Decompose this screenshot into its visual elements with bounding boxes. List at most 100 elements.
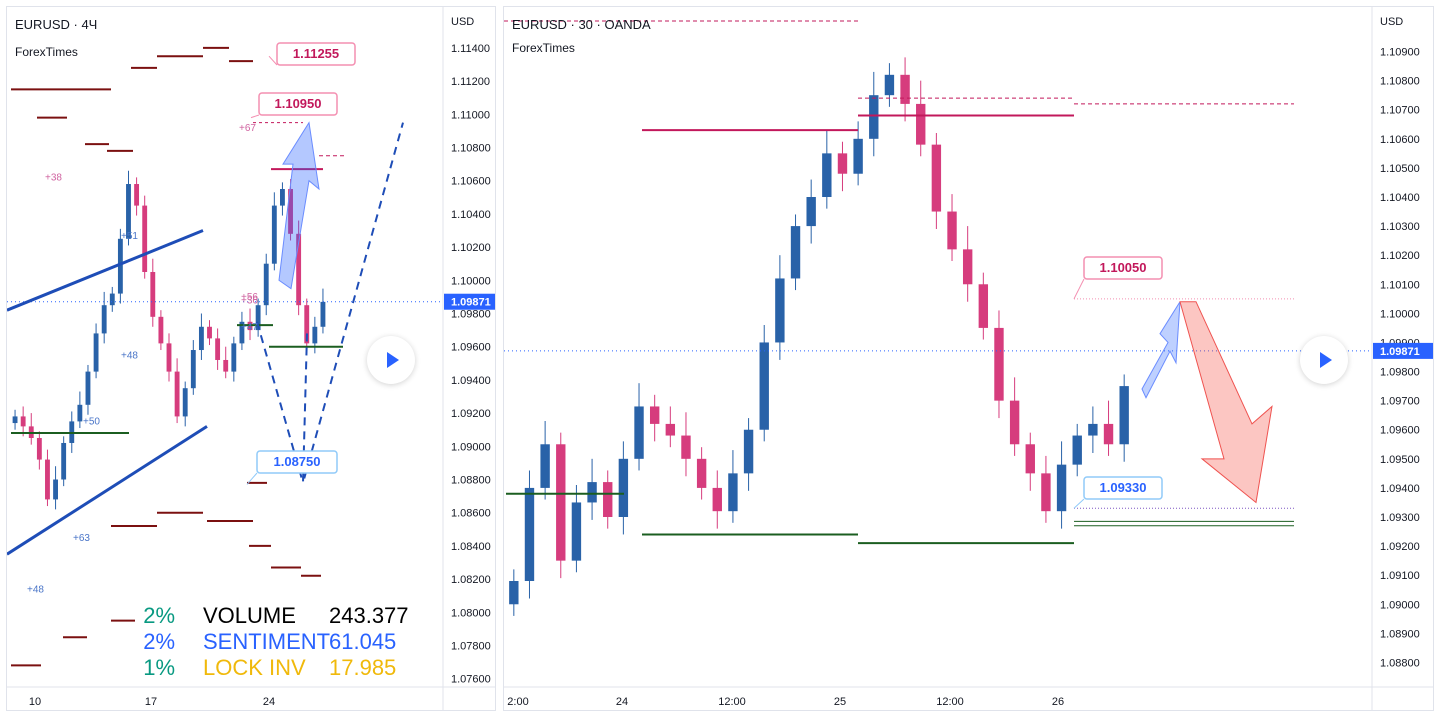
candle-body bbox=[101, 305, 107, 334]
chart-canvas-30m[interactable]: USD 1.10900 1.10800 1.10700 1.10600 1.10500 1.… bbox=[504, 7, 1434, 711]
price-tick-label: 1.08000 bbox=[451, 607, 491, 619]
callout-pointer bbox=[250, 114, 260, 119]
callout-price-box bbox=[1083, 256, 1163, 280]
candle-body bbox=[280, 189, 285, 206]
lower-trendline bbox=[7, 425, 208, 556]
candle-body bbox=[743, 429, 754, 474]
candle-body bbox=[1119, 386, 1129, 445]
play-button[interactable] bbox=[367, 336, 415, 384]
candle-body bbox=[524, 487, 535, 581]
price-tick-label: 1.09300 bbox=[1380, 512, 1420, 524]
callout-price-box bbox=[258, 92, 338, 116]
candle-body bbox=[1009, 400, 1020, 445]
price-tick-label: 1.09200 bbox=[1380, 541, 1420, 553]
candle-body bbox=[618, 458, 629, 517]
callout-price-box bbox=[276, 42, 356, 66]
symbol-title: EURUSD · 4Ч bbox=[15, 17, 98, 32]
price-tick-label: 1.10400 bbox=[1380, 192, 1420, 204]
candle-body bbox=[900, 74, 910, 104]
candle-body bbox=[190, 350, 196, 389]
play-icon bbox=[387, 352, 399, 368]
candle-body bbox=[759, 342, 769, 430]
candle-body bbox=[775, 278, 785, 343]
candle-body bbox=[696, 458, 707, 488]
small-level-label: +56 bbox=[241, 292, 258, 303]
price-tick-label: 1.10800 bbox=[1380, 76, 1420, 88]
price-tick-label: 1.08800 bbox=[451, 475, 491, 487]
time-tick-label: 25 bbox=[834, 696, 846, 708]
candle-body bbox=[790, 226, 801, 279]
candle-body bbox=[126, 184, 131, 239]
candle-body bbox=[509, 581, 519, 605]
time-tick-label: 2:00 bbox=[507, 696, 528, 708]
stat-volume-name: VOLUME bbox=[203, 603, 296, 628]
chart-canvas-4h[interactable]: USD 1.11400 1.11200 1.11000 1.10800 1.10600 1.… bbox=[7, 7, 496, 711]
stat-lock-inv-value: 17.985 bbox=[329, 655, 397, 680]
candle-body bbox=[271, 205, 277, 264]
candle-body bbox=[916, 103, 926, 145]
candle-body bbox=[231, 343, 237, 372]
candle-body bbox=[93, 333, 99, 372]
candle-body bbox=[61, 442, 67, 480]
last-price-badge bbox=[444, 293, 495, 310]
candle-body bbox=[134, 184, 140, 206]
time-tick-label: 17 bbox=[145, 696, 157, 708]
small-level-label: +36 bbox=[241, 296, 258, 307]
stat-sentiment-name: SENTIMENT bbox=[203, 629, 331, 654]
time-tick-label: 24 bbox=[263, 696, 275, 708]
candle-body bbox=[182, 388, 188, 417]
candle-body bbox=[36, 438, 42, 460]
callout-price: 1.08750 bbox=[274, 454, 321, 469]
price-tick-label: 1.11200 bbox=[451, 76, 490, 88]
callout-pointer bbox=[1073, 278, 1085, 300]
price-tick-label: 1.09200 bbox=[451, 408, 491, 420]
callout-price-box bbox=[256, 450, 338, 474]
candle-body bbox=[931, 144, 942, 212]
price-axis-unit: USD bbox=[1380, 16, 1403, 28]
chart-pane-30m[interactable]: USD 1.10900 1.10800 1.10700 1.10600 1.10500 1.… bbox=[503, 6, 1434, 711]
candle-body bbox=[166, 343, 172, 372]
projection-path bbox=[302, 122, 404, 484]
price-tick-label: 1.09400 bbox=[1380, 483, 1420, 495]
candle-body bbox=[962, 249, 973, 285]
candle-body bbox=[117, 238, 123, 294]
source-label: ForexTimes bbox=[15, 45, 78, 59]
candle-body bbox=[1072, 435, 1082, 465]
play-icon bbox=[1320, 352, 1332, 368]
candle-body bbox=[665, 423, 676, 436]
candle-body bbox=[239, 321, 245, 344]
candle-body bbox=[1056, 464, 1067, 512]
candle-body bbox=[198, 326, 204, 351]
callout-price: 1.09330 bbox=[1100, 480, 1147, 495]
candle-body bbox=[109, 293, 115, 306]
callout-pointer bbox=[268, 55, 278, 66]
candle-body bbox=[207, 326, 212, 339]
candle-body bbox=[174, 371, 180, 417]
chart-pane-4h[interactable]: USD 1.11400 1.11200 1.11000 1.10800 1.10600 1.… bbox=[6, 6, 496, 711]
price-tick-label: 1.10900 bbox=[1380, 47, 1420, 59]
price-tick-label: 1.10500 bbox=[1380, 163, 1420, 175]
upper-trendline bbox=[7, 229, 204, 312]
symbol-title: EURUSD · 30 · OANDA bbox=[512, 17, 651, 32]
price-tick-label: 1.11400 bbox=[451, 43, 490, 55]
candle-body bbox=[215, 338, 221, 360]
candle-body bbox=[45, 459, 50, 500]
candle-body bbox=[312, 326, 318, 344]
time-tick-label: 24 bbox=[616, 696, 628, 708]
candle-body bbox=[681, 435, 691, 459]
candle-body bbox=[853, 138, 863, 174]
price-tick-label: 1.09600 bbox=[451, 342, 491, 354]
candle-body bbox=[822, 153, 832, 197]
small-level-label: +38 bbox=[45, 173, 62, 184]
candle-body bbox=[85, 371, 91, 405]
small-level-label: +67 bbox=[239, 123, 256, 134]
candle-body bbox=[255, 305, 261, 331]
play-button[interactable] bbox=[1300, 336, 1348, 384]
callout-price: 1.10050 bbox=[1100, 260, 1147, 275]
candle-body bbox=[20, 416, 26, 427]
candle-body bbox=[1041, 473, 1051, 512]
last-price-label: 1.09871 bbox=[451, 297, 491, 309]
candle-body bbox=[304, 305, 310, 344]
candle-body bbox=[994, 327, 1004, 401]
price-tick-label: 1.07800 bbox=[451, 641, 491, 653]
